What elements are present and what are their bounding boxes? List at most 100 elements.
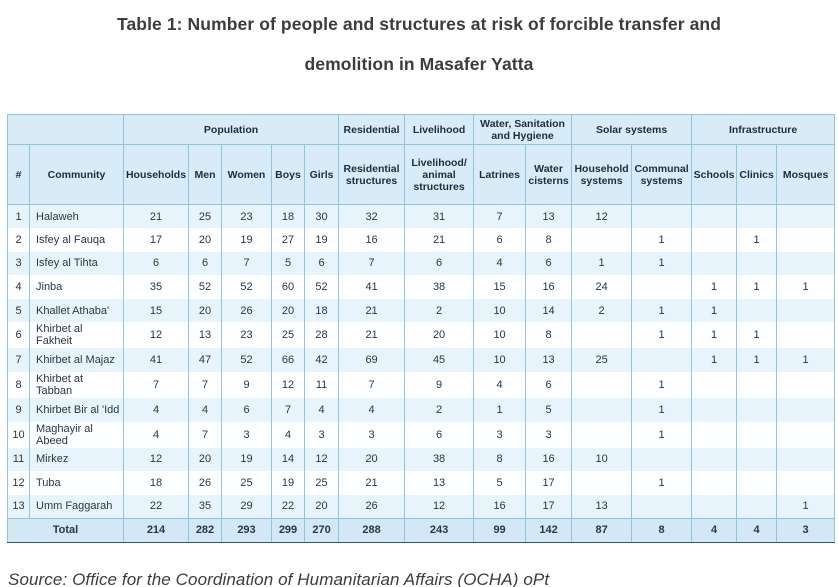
- value-cell: [736, 494, 778, 519]
- total-value-cell: 282: [188, 517, 222, 543]
- row-number-cell: 1: [7, 204, 30, 229]
- value-cell: [736, 447, 778, 472]
- total-value-cell: 243: [404, 517, 475, 543]
- value-cell: 3: [303, 421, 340, 448]
- page-title: Table 1: Number of people and structures…: [116, 14, 722, 74]
- value-cell: [691, 251, 738, 276]
- value-cell: [631, 204, 693, 229]
- row-number-cell: 4: [7, 275, 30, 299]
- value-cell: 21: [338, 471, 406, 495]
- total-label-cell: Total: [7, 517, 124, 543]
- value-cell: [736, 471, 778, 495]
- value-cell: 1: [776, 494, 836, 519]
- value-cell: 20: [404, 322, 475, 349]
- value-cell: 60: [271, 275, 305, 299]
- value-cell: [631, 447, 693, 472]
- value-cell: [691, 228, 738, 252]
- value-cell: 6: [404, 421, 475, 448]
- value-cell: 1: [691, 275, 738, 299]
- value-cell: 1: [631, 372, 693, 399]
- value-cell: 22: [123, 494, 189, 519]
- community-cell: Halaweh: [29, 204, 124, 229]
- value-cell: 21: [123, 204, 189, 229]
- value-cell: 26: [188, 471, 222, 495]
- value-cell: 1: [736, 275, 778, 299]
- column-header-cell: Latrines: [473, 144, 527, 205]
- value-cell: 23: [221, 204, 272, 229]
- value-cell: [776, 251, 836, 276]
- community-cell: Umm Faggarah: [29, 494, 124, 519]
- risk-table: Population Residential Livelihood Water, Sa…: [7, 114, 836, 543]
- community-cell: Jinba: [29, 275, 124, 299]
- value-cell: 5: [473, 471, 527, 495]
- value-cell: 15: [473, 275, 527, 299]
- value-cell: 21: [404, 228, 475, 252]
- value-cell: 31: [404, 204, 475, 229]
- table-row: 4 Jinba 35 52 52 60 52 41 38 15 16 24 1 1 1: [7, 275, 836, 299]
- value-cell: [691, 471, 738, 495]
- value-cell: 6: [221, 398, 272, 422]
- value-cell: 10: [473, 348, 527, 373]
- value-cell: 6: [525, 251, 573, 276]
- total-value-cell: 214: [123, 517, 189, 543]
- value-cell: 29: [221, 494, 272, 519]
- value-cell: [691, 398, 738, 422]
- value-cell: 21: [338, 322, 406, 349]
- value-cell: 1: [736, 228, 778, 252]
- value-cell: 1: [631, 471, 693, 495]
- value-cell: 25: [221, 471, 272, 495]
- value-cell: 7: [271, 398, 305, 422]
- value-cell: [776, 421, 836, 448]
- value-cell: [571, 322, 633, 349]
- value-cell: 13: [525, 348, 573, 373]
- value-cell: 52: [221, 275, 272, 299]
- column-header-cell: Household systems: [571, 144, 633, 205]
- community-cell: Tuba: [29, 471, 124, 495]
- value-cell: 6: [473, 228, 527, 252]
- value-cell: 1: [736, 322, 778, 349]
- total-value-cell: 288: [338, 517, 406, 543]
- value-cell: [776, 298, 836, 323]
- table-body: 1 Halaweh 21 25 23 18 30 32 31 7 13 12 2 Isfey al Fau…: [7, 204, 836, 519]
- value-cell: 16: [473, 494, 527, 519]
- value-cell: 10: [473, 322, 527, 349]
- community-cell: Khirbet at Tabban: [29, 372, 124, 399]
- value-cell: 3: [473, 421, 527, 448]
- value-cell: 7: [188, 372, 222, 399]
- value-cell: [776, 204, 836, 229]
- table-row: 11 Mirkez 12 20 19 14 12 20 38 8 16 10: [7, 447, 836, 472]
- value-cell: 12: [123, 447, 189, 472]
- row-number-cell: 11: [7, 447, 30, 472]
- community-cell: Isfey al Tihta: [29, 251, 124, 276]
- total-row: Total 214 282 293 299 270 288 243 99 142 87 8 4 4 3: [7, 517, 836, 543]
- value-cell: 13: [404, 471, 475, 495]
- value-cell: [776, 447, 836, 472]
- table-row: 13 Umm Faggarah 22 35 29 22 20 26 12 16 17 13 1: [7, 494, 836, 519]
- value-cell: 41: [123, 348, 189, 373]
- group-header-cell: Infrastructure: [691, 114, 836, 145]
- value-cell: [691, 372, 738, 399]
- value-cell: 1: [571, 251, 633, 276]
- value-cell: 4: [473, 372, 527, 399]
- table-row: 6 Khirbet al Fakheit 12 13 23 25 28 21 20 10 8 1 1 1: [7, 322, 836, 349]
- value-cell: [691, 421, 738, 448]
- value-cell: 7: [473, 204, 527, 229]
- value-cell: 4: [473, 251, 527, 276]
- value-cell: 16: [338, 228, 406, 252]
- table-row: 12 Tuba 18 26 25 19 25 21 13 5 17 1: [7, 471, 836, 495]
- column-header-cell: Livelihood/ animal structures: [404, 144, 475, 205]
- value-cell: [736, 372, 778, 399]
- group-header-cell: Population: [122, 114, 340, 145]
- value-cell: 38: [404, 447, 475, 472]
- value-cell: 9: [221, 372, 272, 399]
- value-cell: 5: [525, 398, 573, 422]
- value-cell: [691, 204, 738, 229]
- value-cell: 1: [691, 348, 738, 373]
- value-cell: [631, 494, 693, 519]
- value-cell: 45: [404, 348, 475, 373]
- group-header-row: Population Residential Livelihood Water, Sa…: [7, 114, 836, 145]
- column-header-cell: Schools: [691, 144, 738, 205]
- community-cell: Maghayir al Abeed: [29, 421, 124, 448]
- value-cell: 35: [123, 275, 189, 299]
- value-cell: 10: [571, 447, 633, 472]
